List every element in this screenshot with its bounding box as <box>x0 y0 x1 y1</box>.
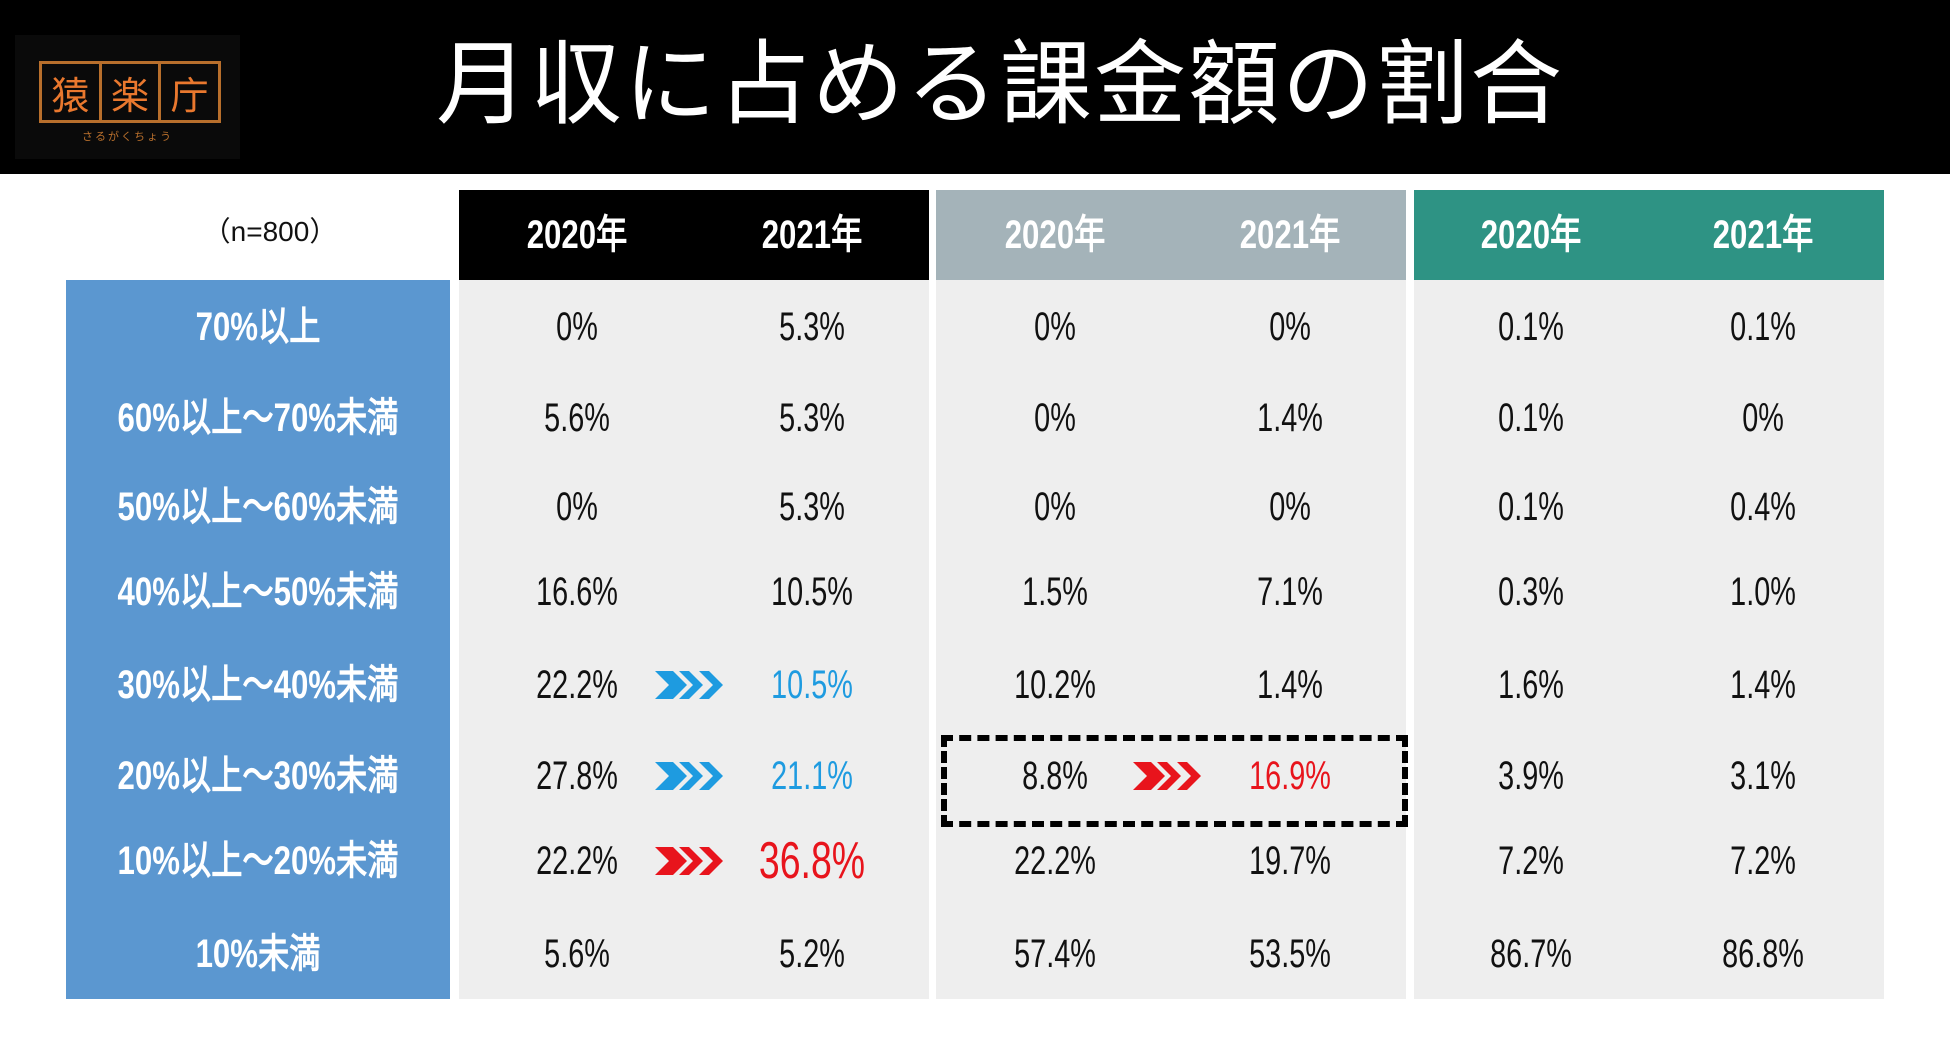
year-header: 2020年 <box>526 213 628 257</box>
table-cell: 3.1% <box>1730 754 1796 798</box>
table-cell: 1.6% <box>1498 663 1564 707</box>
row-label: 30%以上～40%未満 <box>117 663 399 707</box>
table-cell: 7.1% <box>1257 570 1323 614</box>
column-group-body <box>1414 280 1884 999</box>
highlight-dashed-box <box>941 735 1408 827</box>
table-cell: 1.5% <box>1022 570 1088 614</box>
year-header: 2021年 <box>761 213 863 257</box>
table-cell: 16.6% <box>536 570 618 614</box>
table-cell: 22.2% <box>536 663 618 707</box>
row-label: 50%以上～60%未満 <box>117 485 399 529</box>
table-cell: 10.5% <box>771 570 853 614</box>
table-cell: 0% <box>1034 305 1076 349</box>
table-cell: 57.4% <box>1014 932 1096 976</box>
table-cell: 0% <box>1269 485 1311 529</box>
row-label: 10%未満 <box>195 932 321 976</box>
table-cell: 0% <box>1034 485 1076 529</box>
logo-char: 猿 <box>42 64 102 120</box>
logo-reading: さるがくちょう <box>82 131 173 143</box>
table-cell: 0% <box>1034 396 1076 440</box>
page-title: 月収に占める課金額の割合 <box>435 31 1564 138</box>
year-header: 2020年 <box>1004 213 1106 257</box>
row-label: 20%以上～30%未満 <box>117 754 399 798</box>
table-cell: 1.4% <box>1730 663 1796 707</box>
column-group-header <box>459 190 929 280</box>
table-cell: 5.3% <box>779 305 845 349</box>
column-group-header <box>936 190 1406 280</box>
table-cell: 7.2% <box>1730 839 1796 883</box>
table-cell: 5.2% <box>779 932 845 976</box>
table-cell: 36.8% <box>758 832 866 890</box>
title-bar <box>0 0 1950 174</box>
table-cell: 86.7% <box>1490 932 1572 976</box>
column-group-body <box>459 280 929 999</box>
table-cell: 22.2% <box>536 839 618 883</box>
table-cell: 0.1% <box>1730 305 1796 349</box>
year-header: 2021年 <box>1239 213 1341 257</box>
table-cell: 0.4% <box>1730 485 1796 529</box>
table-cell: 0.3% <box>1498 570 1564 614</box>
table-cell: 27.8% <box>536 754 618 798</box>
table-cell: 0.1% <box>1498 485 1564 529</box>
table-cell: 16.9% <box>1249 754 1331 798</box>
table-cell: 10.5% <box>771 663 853 707</box>
table-cell: 1.4% <box>1257 396 1323 440</box>
row-label: 70%以上 <box>195 305 321 349</box>
table-cell: 10.2% <box>1014 663 1096 707</box>
table-cell: 53.5% <box>1249 932 1331 976</box>
table-cell: 5.3% <box>779 485 845 529</box>
table-cell: 0% <box>1269 305 1311 349</box>
table-cell: 5.3% <box>779 396 845 440</box>
triple-chevron-arrow-icon <box>654 669 735 705</box>
table-cell: 0% <box>556 305 598 349</box>
logo-char: 楽 <box>102 64 162 120</box>
table-cell: 22.2% <box>1014 839 1096 883</box>
table-cell: 1.0% <box>1730 570 1796 614</box>
year-header: 2021年 <box>1712 213 1814 257</box>
triple-chevron-arrow-icon <box>654 760 735 796</box>
table-cell: 19.7% <box>1249 839 1331 883</box>
table-cell: 1.4% <box>1257 663 1323 707</box>
table-cell: 0.1% <box>1498 396 1564 440</box>
column-group-header <box>1414 190 1884 280</box>
row-label: 60%以上～70%未満 <box>117 396 399 440</box>
table-cell: 86.8% <box>1722 932 1804 976</box>
sample-size-label: （n=800） <box>202 216 338 247</box>
table-cell: 7.2% <box>1498 839 1564 883</box>
table-cell: 0% <box>556 485 598 529</box>
table-cell: 8.8% <box>1022 754 1088 798</box>
row-label: 40%以上～50%未満 <box>117 570 399 614</box>
table-cell: 21.1% <box>771 754 853 798</box>
triple-chevron-arrow-icon <box>654 845 735 881</box>
row-label: 10%以上～20%未満 <box>117 839 399 883</box>
logo-char: 庁 <box>170 73 209 118</box>
table-cell: 5.6% <box>544 932 610 976</box>
table-cell: 5.6% <box>544 396 610 440</box>
saru-gakucho-logo: 猿 楽 庁 さるがくちょう <box>15 35 240 159</box>
table-cell: 0.1% <box>1498 305 1564 349</box>
triple-chevron-arrow-icon <box>1132 760 1213 796</box>
row-label-column <box>66 280 450 999</box>
table-cell: 3.9% <box>1498 754 1564 798</box>
table-cell: 0% <box>1742 396 1784 440</box>
year-header: 2020年 <box>1480 213 1582 257</box>
column-group-body <box>936 280 1406 999</box>
